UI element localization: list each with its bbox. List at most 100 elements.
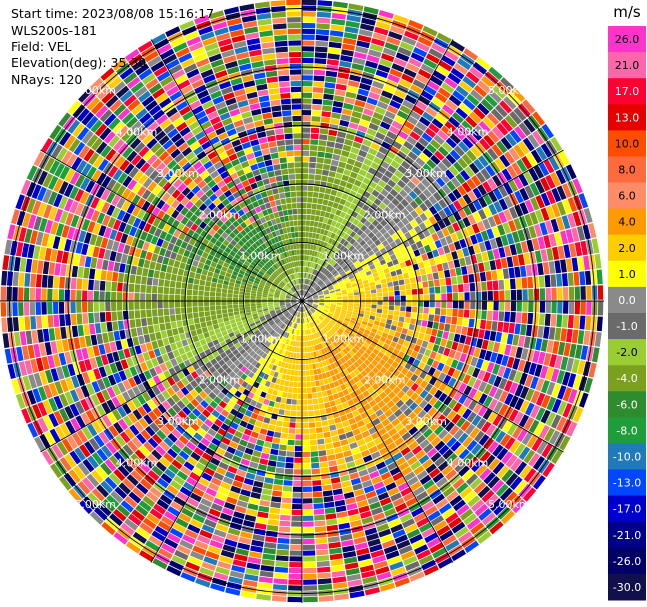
gate-cell: [505, 301, 511, 311]
gate-cell: [302, 185, 308, 191]
gate-cell: [400, 306, 406, 312]
gate-cell: [331, 18, 346, 26]
gate-cell: [488, 191, 498, 203]
gate-cell: [316, 555, 330, 562]
gate-cell: [548, 261, 556, 274]
gate-cell: [319, 266, 324, 272]
gate-cell: [310, 215, 316, 221]
gate-cell: [522, 289, 528, 301]
gate-cell: [146, 285, 152, 294]
gate-cell: [227, 289, 234, 294]
gate-cell: [401, 385, 410, 394]
gate-cell: [317, 265, 322, 271]
gate-cell: [163, 301, 169, 309]
gate-cell: [551, 449, 563, 464]
gate-cell: [415, 449, 426, 460]
gate-cell: [462, 76, 477, 89]
gate-cell: [567, 197, 578, 212]
gate-cell: [520, 241, 529, 253]
gate-cell: [368, 223, 376, 231]
gate-cell: [330, 430, 338, 437]
gate-cell: [308, 280, 312, 286]
gate-cell: [354, 179, 362, 187]
gate-cell: [358, 149, 368, 158]
gate-cell: [289, 556, 302, 562]
gate-cell: [198, 301, 204, 307]
gate-cell: [391, 120, 403, 130]
gate-cell: [563, 342, 571, 357]
gate-cell: [463, 385, 473, 396]
gate-cell: [419, 268, 427, 276]
gate-cell: [320, 116, 331, 124]
gate-cell: [530, 390, 540, 404]
gate-cell: [454, 461, 466, 473]
gate-cell: [233, 294, 239, 298]
gate-cell: [523, 252, 531, 265]
gate-cell: [372, 257, 379, 264]
gate-cell: [244, 295, 250, 299]
gate-cell: [36, 315, 43, 329]
gate-cell: [280, 438, 288, 445]
gate-cell: [290, 533, 302, 539]
gate-cell: [306, 381, 311, 388]
gate-cell: [586, 285, 592, 300]
gate-cell: [365, 307, 371, 312]
gate-cell: [421, 413, 431, 424]
gate-cell: [405, 222, 414, 231]
gate-cell: [157, 294, 163, 301]
gate-cell: [445, 340, 453, 349]
gate-cell: [438, 503, 452, 515]
gate-cell: [346, 310, 353, 315]
gate-cell: [441, 227, 450, 237]
gate-cell: [442, 104, 455, 116]
gate-cell: [311, 203, 317, 210]
gate-cell: [24, 273, 31, 287]
gate-cell: [319, 301, 325, 304]
gate-cell: [516, 301, 522, 312]
gate-cell: [368, 399, 377, 408]
gate-cell: [374, 184, 383, 193]
gate-cell: [371, 219, 380, 227]
gate-cell: [408, 342, 416, 350]
gate-cell: [311, 307, 316, 312]
gate-cell: [360, 301, 366, 304]
gate-cell: [302, 393, 308, 399]
gate-cell: [435, 293, 441, 301]
gate-cell: [329, 308, 335, 312]
gate-cell: [121, 339, 129, 349]
gate-cell: [427, 407, 437, 417]
gate-cell: [387, 334, 394, 341]
gate-cell: [481, 360, 490, 371]
gate-cell: [513, 176, 524, 190]
gate-cell: [565, 164, 577, 180]
gate-cell: [437, 345, 445, 355]
gate-cell: [268, 400, 275, 407]
gate-cell: [273, 578, 288, 585]
gate-cell: [278, 385, 284, 392]
gate-cell: [317, 566, 331, 573]
gate-cell: [422, 228, 431, 238]
gate-cell: [325, 76, 337, 83]
gate-cell: [312, 392, 318, 399]
gate-cell: [344, 317, 351, 322]
gate-cell: [446, 437, 457, 448]
gate-cell: [336, 296, 342, 299]
gate-cell: [321, 390, 328, 397]
gate-cell: [324, 295, 330, 298]
gate-cell: [565, 258, 573, 272]
gate-cell: [577, 330, 585, 345]
gate-cell: [308, 273, 311, 279]
gate-cell: [428, 205, 438, 215]
gate-cell: [330, 295, 336, 298]
gate-cell: [498, 378, 508, 390]
gate-cell: [372, 272, 379, 278]
gate-cell: [458, 301, 464, 309]
gate-cell: [323, 88, 335, 95]
gate-cell: [423, 334, 431, 342]
gate-cell: [333, 241, 340, 248]
gate-cell: [432, 272, 439, 280]
gate-cell: [509, 278, 516, 290]
gate-cell: [367, 215, 375, 223]
gate-cell: [336, 321, 342, 326]
gate-cell: [453, 128, 466, 141]
